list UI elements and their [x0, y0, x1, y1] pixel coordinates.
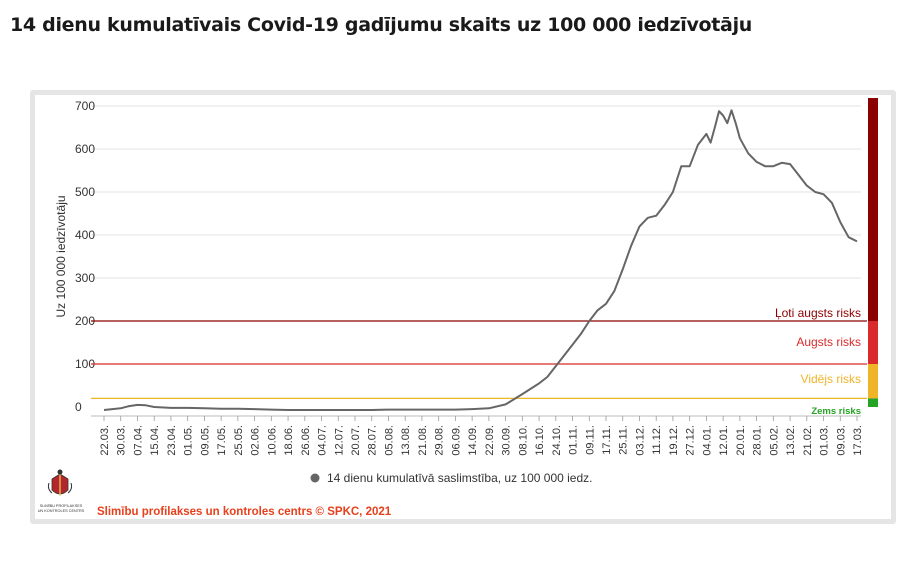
x-tick-label: 18.06.	[283, 425, 295, 456]
legend-marker	[310, 473, 320, 483]
y-tick-label: 600	[75, 142, 95, 156]
svg-text:SLIMĪBU PROFILAKSES: SLIMĪBU PROFILAKSES	[40, 504, 83, 508]
x-tick-label: 12.01.	[718, 425, 730, 456]
y-tick-label: 100	[75, 357, 95, 371]
x-tick-label: 17.05.	[216, 425, 228, 456]
x-tick-label: 04.07.	[317, 425, 329, 456]
risk-bar-segment	[868, 398, 878, 407]
x-tick-label: 17.03.	[852, 425, 864, 456]
x-tick-label: 19.12.	[668, 425, 680, 456]
y-tick-label: 0	[75, 400, 82, 414]
x-tick-label: 09.03.	[835, 425, 847, 456]
x-tick-label: 20.01.	[735, 425, 747, 456]
risk-label: Augsts risks	[796, 335, 861, 349]
x-tick-label: 01.03.	[819, 425, 831, 456]
x-tick-label: 25.11.	[618, 425, 630, 455]
x-tick-label: 20.07.	[350, 425, 362, 456]
data-series-line	[103, 109, 858, 411]
x-tick-label: 06.09.	[450, 425, 462, 456]
x-tick-label: 28.07.	[367, 425, 379, 456]
risk-label: Vidējs risks	[801, 372, 861, 386]
x-tick-label: 15.04.	[149, 425, 161, 456]
x-tick-label: 26.06.	[300, 425, 312, 456]
credit-text: Slimību profilakses un kontroles centrs …	[97, 506, 392, 518]
x-tick-label: 30.03.	[116, 425, 128, 456]
chart-panel: 0 100 200 300 400 500 600 700 Uz 100 000 iedzīvo…	[35, 95, 891, 519]
x-tick-label: 16.10.	[534, 425, 546, 456]
x-tick-label: 23.04.	[166, 425, 178, 456]
x-tick-label: 14.09.	[467, 425, 479, 456]
risk-bar-segment	[868, 321, 878, 364]
x-tick-label: 09.11.	[584, 425, 596, 455]
risk-label: Ļoti augsts risks	[775, 306, 861, 320]
x-tick-label: 30.09.	[501, 425, 513, 456]
x-tick-label: 29.08.	[434, 425, 446, 456]
x-tick-label: 17.11.	[601, 425, 613, 455]
x-tick-label: 05.08.	[383, 425, 395, 456]
x-tick-label: 27.12.	[685, 425, 697, 456]
risk-bar-segment	[868, 364, 878, 399]
risk-label: Zems risks	[811, 406, 861, 417]
x-tick-label: 08.10.	[517, 425, 529, 456]
x-tick-label: 10.06.	[266, 425, 278, 456]
risk-bar-segment	[868, 98, 878, 321]
x-tick-label: 01.11.	[568, 425, 580, 455]
x-tick-label: 12.07.	[333, 425, 345, 456]
y-tick-label: 700	[75, 99, 95, 113]
y-tick-label: 200	[75, 314, 95, 328]
x-tick-label: 09.05.	[199, 425, 211, 456]
y-axis-label: Uz 100 000 iedzīvotāju	[54, 195, 68, 317]
x-tick-label: 21.08.	[417, 425, 429, 456]
x-tick-label: 24.10.	[551, 425, 563, 456]
legend-label: 14 dienu kumulatīvā saslimstība, uz 100 …	[327, 471, 593, 485]
x-tick-label: 13.02.	[785, 425, 797, 456]
x-tick-label: 22.09.	[484, 425, 496, 456]
x-tick-label: 21.02.	[802, 425, 814, 456]
line-chart: 0 100 200 300 400 500 600 700 Uz 100 000 iedzīvo…	[38, 98, 878, 518]
x-tick-label: 02.06.	[250, 425, 262, 456]
x-tick-label: 01.05.	[183, 425, 195, 456]
x-tick-label: 11.12.	[651, 425, 663, 455]
x-tick-label: 04.01.	[701, 425, 713, 456]
y-tick-label: 400	[75, 228, 95, 242]
x-tick-label: 28.01.	[752, 425, 764, 456]
x-tick-label: 05.02.	[768, 425, 780, 456]
y-tick-label: 500	[75, 185, 95, 199]
x-tick-label: 22.03.	[99, 425, 111, 456]
x-tick-label: 07.04.	[132, 425, 144, 456]
x-tick-label: 03.12.	[634, 425, 646, 456]
page-title: 14 dienu kumulatīvais Covid-19 gadījumu …	[10, 14, 753, 36]
x-tick-label: 25.05.	[233, 425, 245, 456]
x-tick-label: 13.08.	[400, 425, 412, 456]
y-tick-label: 300	[75, 271, 95, 285]
svg-text:UN KONTROLES CENTRS: UN KONTROLES CENTRS	[38, 509, 85, 513]
